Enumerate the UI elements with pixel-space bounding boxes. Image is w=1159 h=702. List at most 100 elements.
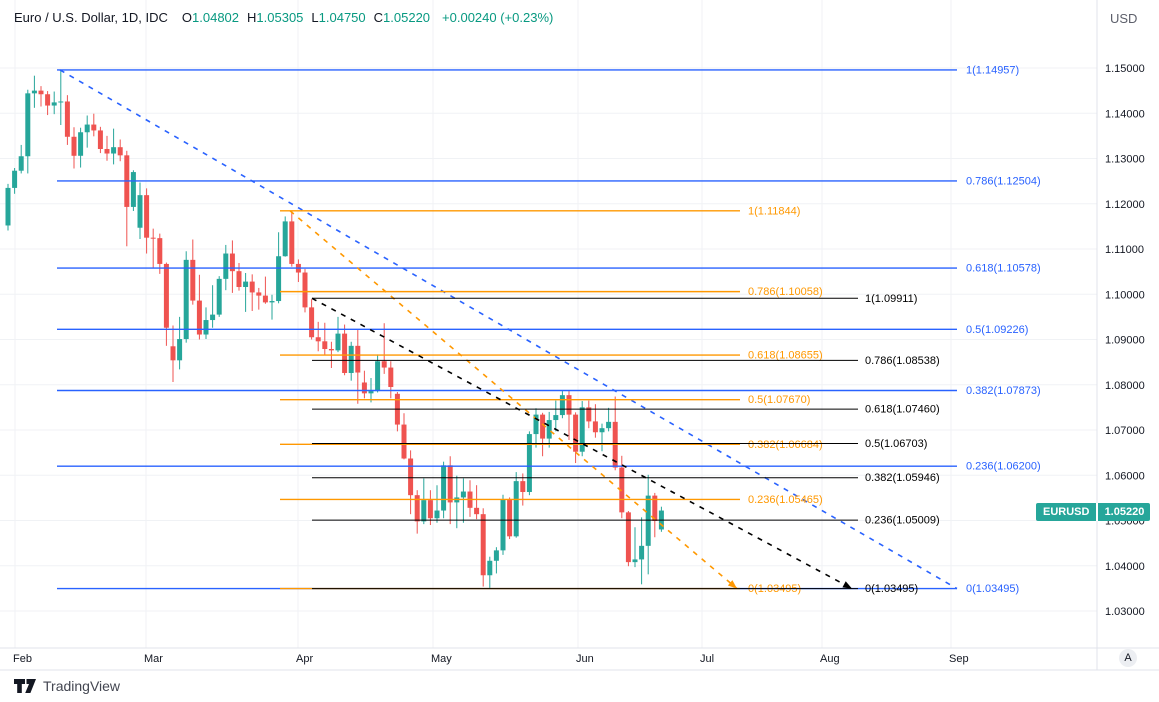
fib-blue-level-label: 0(1.03495) xyxy=(966,583,1019,595)
candle-body xyxy=(45,94,51,106)
candle-body xyxy=(540,414,546,439)
price-tick-label: 1.14000 xyxy=(1105,108,1145,120)
price-tick-label: 1.06000 xyxy=(1105,470,1145,482)
candle-body xyxy=(625,512,631,563)
symbol-title[interactable]: Euro / U.S. Dollar, 1D, IDC xyxy=(14,10,168,25)
fib-orange-level-label: 0.236(1.05465) xyxy=(748,494,823,506)
candle-body xyxy=(513,481,519,537)
candle-body xyxy=(97,130,103,149)
price-change: +0.00240 (+0.23%) xyxy=(442,10,554,25)
fib-black-trendline-arrow xyxy=(842,581,852,589)
candle-body xyxy=(144,195,150,238)
tradingview-logo[interactable]: TradingView xyxy=(14,678,120,694)
fib-orange-level-label: 0.786(1.10058) xyxy=(748,286,823,298)
auto-scale-button[interactable]: A xyxy=(1119,649,1137,667)
fib-blue-level-label: 0.786(1.12504) xyxy=(966,175,1041,187)
fib-blue-level-label: 0.618(1.10578) xyxy=(966,263,1041,275)
candle-body xyxy=(559,395,565,416)
fib-orange-trendline-arrow xyxy=(727,580,737,589)
candle-body xyxy=(480,514,486,576)
candle-body xyxy=(289,221,295,264)
price-tick-label: 1.11000 xyxy=(1105,244,1144,256)
price-tick-label: 1.08000 xyxy=(1105,380,1145,392)
candle-body xyxy=(361,382,367,394)
candle-body xyxy=(645,495,651,546)
candle-body xyxy=(104,148,110,154)
candle-body xyxy=(71,136,77,156)
candle-body xyxy=(592,421,598,433)
time-tick-label: Jul xyxy=(700,653,714,665)
tradingview-logo-text: TradingView xyxy=(43,678,121,694)
price-tick-label: 1.04000 xyxy=(1105,561,1145,573)
price-tick-label: 1.07000 xyxy=(1105,425,1145,437)
candle-body xyxy=(533,414,539,435)
candle-body xyxy=(302,272,308,308)
price-tick-label: 1.09000 xyxy=(1105,335,1145,347)
time-scale[interactable]: Feb Mar Apr May Jun Jul Aug Sep xyxy=(13,653,969,665)
candle-body xyxy=(573,414,579,452)
candle-body xyxy=(401,424,407,459)
axis-currency-label: USD xyxy=(1110,11,1138,26)
time-tick-label: Apr xyxy=(296,653,313,665)
candle-body xyxy=(315,337,321,342)
candle-body xyxy=(177,339,183,361)
last-price-badge: EURUSD 1.05220 xyxy=(1036,503,1151,521)
candle-body xyxy=(388,367,394,388)
candle-body xyxy=(414,495,420,522)
price-scale[interactable]: 1.15000 1.14000 1.13000 1.12000 1.11000 1.100… xyxy=(1105,63,1145,618)
time-tick-label: Feb xyxy=(13,653,32,665)
fib-orange-level-label: 0.618(1.08655) xyxy=(748,350,823,362)
candle-body xyxy=(117,147,123,156)
candle-body xyxy=(130,172,136,207)
candle-body xyxy=(619,467,625,513)
candle-body xyxy=(652,495,658,521)
fib-orange-level-label: 0.5(1.07670) xyxy=(748,394,810,406)
candle-body xyxy=(256,292,262,296)
time-tick-label: May xyxy=(431,653,452,665)
fib-blue-level-label: 0.382(1.07873) xyxy=(966,385,1041,397)
fib-orange-level-label: 0.382(1.06684) xyxy=(748,439,823,451)
candle-body xyxy=(632,559,638,563)
time-tick-label: Sep xyxy=(949,653,969,665)
candle-body xyxy=(190,259,196,301)
candle-body xyxy=(269,301,275,303)
fib-blue-level-label: 0.5(1.09226) xyxy=(966,324,1028,336)
ohlc-close: C1.05220 xyxy=(373,10,431,25)
fib-black-level-label: 0.5(1.06703) xyxy=(865,438,927,450)
candle-body xyxy=(157,238,163,264)
candle-body xyxy=(196,300,202,335)
candle-body xyxy=(282,221,288,257)
candle-body xyxy=(236,271,242,288)
price-tick-label: 1.12000 xyxy=(1105,199,1145,211)
candle-body xyxy=(500,499,506,551)
chart-canvas[interactable]: 1(1.14957) 0.786(1.12504) 0.618(1.10578) 0.… xyxy=(0,0,1159,672)
fib-black-level-label: 0(1.03495) xyxy=(865,583,918,595)
candle-body xyxy=(322,341,328,350)
candle-body xyxy=(223,253,229,279)
candle-body xyxy=(243,281,249,288)
candle-body xyxy=(381,361,387,368)
candle-body xyxy=(606,421,612,429)
candle-body xyxy=(210,314,216,321)
candle-body xyxy=(203,320,209,335)
candle-body xyxy=(579,407,585,452)
symbol-legend[interactable]: Euro / U.S. Dollar, 1D, IDC O1.04802 H1.05… xyxy=(14,10,553,25)
candle-body xyxy=(51,102,57,106)
fib-black-trendline[interactable] xyxy=(311,297,853,590)
candle-body xyxy=(460,491,466,498)
fib-orange-trendline[interactable] xyxy=(289,210,738,590)
fib-black[interactable]: 1(1.09911) 0.786(1.08538) 0.618(1.07460) 0.… xyxy=(311,293,940,595)
candle-body xyxy=(566,395,572,415)
price-tick-label: 1.10000 xyxy=(1105,289,1145,301)
fib-black-level-label: 0.382(1.05946) xyxy=(865,472,940,484)
candle-body xyxy=(487,560,493,576)
candle-body xyxy=(447,465,453,503)
candle-body xyxy=(38,90,44,95)
axis-borders xyxy=(0,0,1159,671)
candle-body xyxy=(58,101,64,103)
fib-orange[interactable]: 1(1.11844) 0.786(1.10058) 0.618(1.08655) 0.… xyxy=(280,205,823,595)
fib-blue-level-label: 1(1.14957) xyxy=(966,64,1019,76)
fib-blue-trendline[interactable] xyxy=(59,69,958,590)
last-price-value: 1.05220 xyxy=(1098,503,1151,521)
candle-body xyxy=(137,195,143,228)
